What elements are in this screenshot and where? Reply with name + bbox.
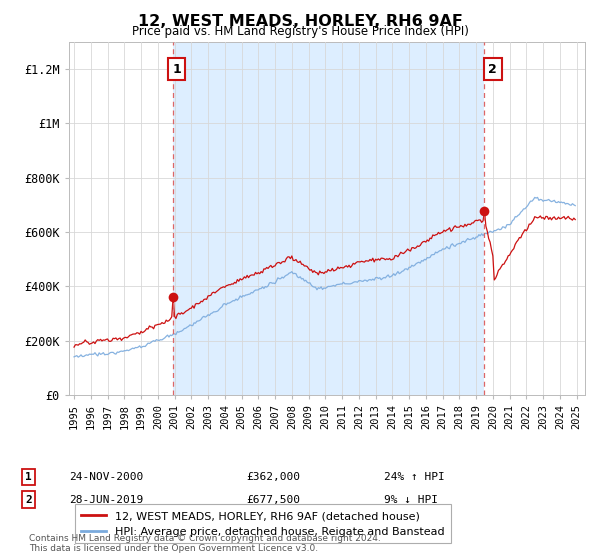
Text: Price paid vs. HM Land Registry's House Price Index (HPI): Price paid vs. HM Land Registry's House … xyxy=(131,25,469,38)
Text: 2: 2 xyxy=(25,494,32,505)
Bar xyxy=(173,42,484,395)
Text: 28-JUN-2019: 28-JUN-2019 xyxy=(69,494,143,505)
Text: 24-NOV-2000: 24-NOV-2000 xyxy=(69,472,143,482)
Text: 2: 2 xyxy=(488,63,497,76)
Text: 9% ↓ HPI: 9% ↓ HPI xyxy=(384,494,438,505)
Text: Contains HM Land Registry data © Crown copyright and database right 2024.
This d: Contains HM Land Registry data © Crown c… xyxy=(29,534,380,553)
Legend: 12, WEST MEADS, HORLEY, RH6 9AF (detached house), HPI: Average price, detached h: 12, WEST MEADS, HORLEY, RH6 9AF (detache… xyxy=(74,505,451,543)
Text: £677,500: £677,500 xyxy=(246,494,300,505)
Text: 12, WEST MEADS, HORLEY, RH6 9AF: 12, WEST MEADS, HORLEY, RH6 9AF xyxy=(137,14,463,29)
Text: 1: 1 xyxy=(172,63,181,76)
Text: 1: 1 xyxy=(25,472,32,482)
Text: 24% ↑ HPI: 24% ↑ HPI xyxy=(384,472,445,482)
Text: £362,000: £362,000 xyxy=(246,472,300,482)
